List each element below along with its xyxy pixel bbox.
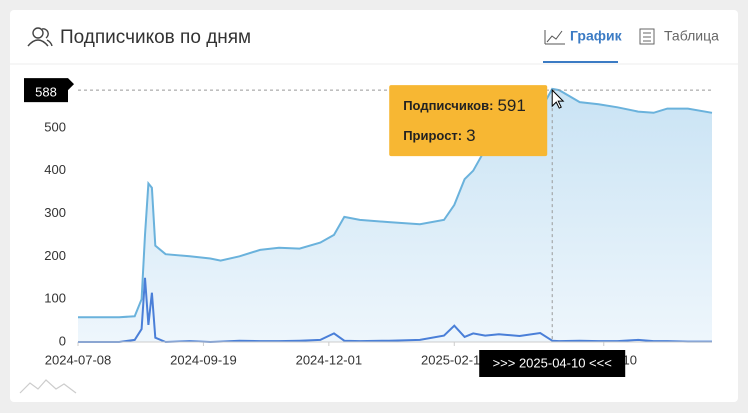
y-tick-label: 0 (59, 333, 66, 348)
line (78, 87, 713, 319)
area (78, 88, 712, 343)
tooltip-label: Подписчиков: (403, 99, 493, 114)
x-pointer-label: >>> 2025-04-10 <<< (493, 355, 612, 370)
y-tick-label: 400 (44, 162, 66, 177)
x-tick-label: 2024-09-19 (170, 352, 237, 367)
tooltip-row: Подписчиков: 591 (403, 97, 526, 116)
x-tick-label: 2024-07-08 (45, 352, 112, 367)
cursor (551, 88, 565, 109)
x-pointer-box (479, 350, 626, 377)
tooltip-value: 591 (497, 97, 525, 116)
y-tick-label: 200 (44, 248, 66, 263)
tab-underline (543, 61, 618, 63)
y-tick-label: 100 (44, 291, 66, 306)
chart-icon (544, 30, 565, 45)
tooltip-value: 3 (466, 127, 475, 146)
line (78, 277, 712, 344)
y-pointer-label: 588 (35, 85, 57, 100)
logo (19, 379, 77, 394)
tooltip-label: Прирост: (403, 129, 462, 144)
y-tick-label: 300 (44, 205, 66, 220)
table-icon (639, 28, 655, 45)
y-tick-label: 500 (44, 119, 66, 134)
x-tick-label: 2024-12-01 (296, 352, 363, 367)
y-pointer-box (24, 84, 68, 103)
tab-chart[interactable]: График (570, 28, 623, 44)
tooltip (389, 85, 548, 157)
x-tick-label: 2025-02-12 (421, 352, 488, 367)
widget-title: Подписчиков по дням (60, 27, 251, 48)
tab-table[interactable]: Таблица (664, 28, 719, 44)
tooltip-row: Прирост: 3 (403, 127, 475, 146)
users-icon (27, 27, 53, 47)
